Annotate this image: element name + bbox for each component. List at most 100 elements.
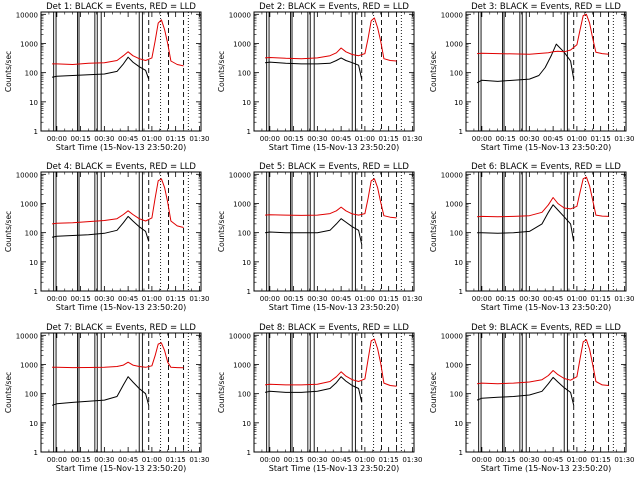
x-axis-label: Start Time (15-Nov-13 23:50:20) (56, 303, 186, 312)
series-lld-line (265, 338, 397, 387)
x-tick-label: 00:30 (307, 456, 327, 464)
x-axis-label: Start Time (15-Nov-13 23:50:20) (269, 464, 399, 473)
y-tick-label: 1 (247, 128, 251, 136)
panel-title: Det 2: BLACK = Events, RED = LLD (259, 2, 409, 12)
series-lld-line (52, 19, 184, 67)
x-tick-label: 00:45 (118, 456, 138, 464)
x-tick-label: 00:45 (331, 295, 351, 303)
y-tick-label: 10000 (441, 171, 463, 179)
y-tick-label: 10000 (229, 11, 251, 19)
series-events-line (52, 56, 150, 80)
x-tick-label: 00:30 (307, 295, 327, 303)
x-tick-label: 01:15 (166, 135, 186, 143)
series-events-line (264, 376, 363, 403)
x-tick-label: 01:15 (591, 295, 611, 303)
y-tick-label: 1000 (233, 200, 251, 208)
y-tick-label: 100 (238, 230, 251, 238)
x-tick-label: 01:00 (142, 135, 162, 143)
x-tick-label: 00:15 (284, 135, 304, 143)
y-tick-label: 100 (450, 391, 463, 399)
x-tick-label: 00:45 (118, 295, 138, 303)
x-tick-label: 01:00 (142, 295, 162, 303)
x-tick-label: 00:00 (260, 456, 280, 464)
y-tick-label: 10 (454, 420, 463, 428)
y-tick-label: 10 (29, 259, 38, 267)
plot-frame (253, 332, 415, 453)
y-tick-label: 10000 (16, 171, 38, 179)
y-tick-label: 1000 (445, 361, 463, 369)
x-tick-label: 00:00 (472, 135, 492, 143)
y-axis-label: Counts/sec (217, 51, 226, 92)
series-events-line (51, 376, 150, 406)
x-tick-label: 00:00 (260, 135, 280, 143)
series-events-line (476, 43, 575, 84)
x-tick-label: 01:00 (355, 295, 375, 303)
x-tick-label: 00:30 (519, 135, 539, 143)
x-tick-label: 01:15 (591, 135, 611, 143)
y-tick-label: 1 (459, 449, 463, 457)
y-tick-label: 1000 (233, 40, 251, 48)
y-tick-label: 10 (454, 99, 463, 107)
x-tick-label: 00:00 (47, 456, 67, 464)
x-axis-label: Start Time (15-Nov-13 23:50:20) (56, 143, 186, 152)
x-tick-label: 01:30 (189, 456, 209, 464)
x-tick-label: 01:15 (166, 456, 186, 464)
x-tick-label: 01:30 (402, 135, 422, 143)
x-axis-label: Start Time (15-Nov-13 23:50:20) (481, 303, 611, 312)
x-tick-label: 01:00 (355, 456, 375, 464)
x-tick-label: 01:30 (402, 456, 422, 464)
x-axis-label: Start Time (15-Nov-13 23:50:20) (481, 143, 611, 152)
y-tick-label: 100 (25, 391, 38, 399)
panel-title: Det 9: BLACK = Events, RED = LLD (471, 323, 621, 333)
y-tick-label: 10 (454, 259, 463, 267)
series-lld-line (265, 17, 397, 62)
x-tick-label: 01:15 (591, 456, 611, 464)
x-tick-label: 01:15 (379, 456, 399, 464)
panel-title: Det 6: BLACK = Events, RED = LLD (471, 162, 621, 172)
plot-frame (253, 171, 415, 292)
y-tick-label: 1000 (445, 200, 463, 208)
y-tick-label: 1000 (20, 361, 38, 369)
x-tick-label: 00:30 (94, 456, 114, 464)
plot-frame (465, 332, 627, 453)
x-tick-label: 01:30 (189, 295, 209, 303)
y-tick-label: 1 (34, 128, 38, 136)
x-axis-label: Start Time (15-Nov-13 23:50:20) (56, 464, 186, 473)
series-events-line (477, 204, 575, 242)
x-tick-label: 01:15 (379, 135, 399, 143)
y-tick-label: 100 (238, 391, 251, 399)
panel-det-3: Det 3: BLACK = Events, RED = LLD 1 10 100 10… (429, 2, 635, 152)
y-tick-label: 1000 (20, 200, 38, 208)
series-events-line (265, 57, 363, 80)
y-axis-label: Counts/sec (217, 211, 226, 252)
panel-title: Det 8: BLACK = Events, RED = LLD (259, 323, 409, 333)
y-tick-label: 10 (242, 259, 251, 267)
x-tick-label: 01:30 (402, 295, 422, 303)
panel-title: Det 7: BLACK = Events, RED = LLD (46, 323, 196, 333)
x-tick-label: 00:30 (94, 295, 114, 303)
series-lld-line (477, 339, 609, 386)
x-tick-label: 00:15 (496, 135, 516, 143)
y-tick-label: 100 (238, 70, 251, 78)
y-axis-label: Counts/sec (429, 372, 438, 413)
plot-frame (40, 171, 202, 292)
y-tick-label: 100 (450, 230, 463, 238)
series-lld-line (477, 13, 609, 55)
x-tick-label: 01:15 (166, 295, 186, 303)
x-tick-label: 00:15 (496, 456, 516, 464)
y-axis-label: Counts/sec (4, 372, 13, 413)
y-axis-label: Counts/sec (4, 51, 13, 92)
x-tick-label: 00:30 (94, 135, 114, 143)
x-tick-label: 01:30 (189, 135, 209, 143)
panel-det-2: Det 2: BLACK = Events, RED = LLD 1 10 100 10… (217, 2, 423, 152)
y-axis-label: Counts/sec (4, 211, 13, 252)
x-tick-label: 00:00 (472, 295, 492, 303)
panel-det-6: Det 6: BLACK = Events, RED = LLD 1 10 100 10… (429, 162, 635, 312)
y-tick-label: 1000 (233, 361, 251, 369)
x-tick-label: 01:00 (567, 135, 587, 143)
y-axis-label: Counts/sec (217, 372, 226, 413)
x-tick-label: 01:30 (614, 135, 634, 143)
y-tick-label: 10 (242, 420, 251, 428)
series-events-line (265, 218, 363, 245)
x-tick-label: 01:15 (379, 295, 399, 303)
